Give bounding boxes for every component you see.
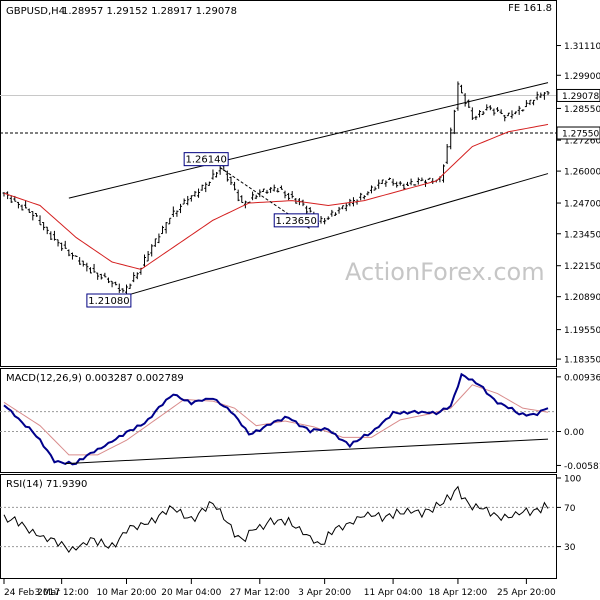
rsi-title: RSI(14) 71.9390 (6, 479, 87, 490)
time-tick-label: 20 Mar 04:00 (161, 588, 221, 598)
rsi-axis: 100 70 30 (556, 475, 581, 553)
price-label-text: 1.21080 (88, 296, 129, 307)
price-panel-frame (0, 0, 557, 367)
price-tick-label: 1.19550 (564, 326, 600, 336)
macd-axis: 0.009367 0.00 -0.005819 (556, 373, 600, 472)
time-tick-label: 27 Mar 12:00 (230, 588, 290, 598)
price-axis: 1.31110 1.29900 1.28550 1.27260 1.26000 1.247… (556, 42, 600, 366)
fe-label: FE 161.8 (508, 3, 552, 14)
macd-tick-label: 0.00 (564, 428, 584, 438)
current-price-box (556, 88, 600, 102)
time-tick-label: 25 Apr 20:00 (497, 588, 556, 598)
price-label-box (273, 213, 319, 228)
price-tick-label: 1.31110 (564, 42, 600, 52)
current-price-label: 1.29078 (562, 92, 599, 102)
rsi-tick-label: 30 (564, 543, 576, 553)
time-tick-label: 3 Apr 20:00 (298, 588, 351, 598)
macd-title: MACD(12,26,9) 0.003287 0.002789 (6, 373, 184, 384)
macd-content (0, 372, 556, 466)
rsi-tick-label: 100 (564, 475, 581, 485)
rsi-line (3, 485, 549, 554)
level-value-box (556, 126, 600, 140)
level-value-label: 1.27550 (562, 130, 599, 140)
price-tick-label: 1.23450 (564, 230, 600, 240)
price-label-text: 1.26140 (185, 155, 226, 166)
symbol-label: GBPUSD,H4 (6, 6, 65, 17)
watermark: ActionForex.com (345, 258, 545, 286)
price-tick-label: 1.18350 (564, 356, 600, 366)
rsi-content (0, 485, 556, 554)
price-tick-label: 1.20890 (564, 293, 600, 303)
channel-upper-line (68, 82, 549, 199)
rsi-tick-label: 70 (564, 504, 576, 514)
ohlc-label: 1.28957 1.29152 1.28917 1.29078 (62, 6, 237, 17)
price-panel: GBPUSD,H4 1.28957 1.29152 1.28917 1.2907… (0, 0, 600, 367)
price-label-text: 1.23650 (276, 216, 317, 227)
time-tick-label: 11 Apr 04:00 (364, 588, 423, 598)
price-label-box (86, 293, 132, 308)
macd-signal-line (3, 384, 549, 456)
price-tick-label: 1.26000 (564, 168, 600, 178)
macd-panel: MACD(12,26,9) 0.003287 0.002789 0.009367… (0, 368, 600, 473)
price-tick-label: 1.28550 (564, 105, 600, 115)
macd-line (3, 372, 549, 466)
price-tick-label: 1.29900 (564, 72, 600, 82)
macd-tick-label: 0.009367 (564, 373, 600, 383)
price-label-box (183, 152, 229, 167)
rsi-panel: RSI(14) 71.9390 100 70 30 (0, 474, 581, 579)
time-tick-label: 10 Mar 20:00 (96, 588, 156, 598)
price-content: 1.26140 1.23650 1.21080 (2, 81, 550, 308)
rsi-panel-frame (0, 474, 557, 579)
price-tick-label: 1.24700 (564, 200, 600, 210)
price-tick-label: 1.27260 (564, 137, 600, 147)
time-tick-label: 18 Apr 12:00 (429, 588, 488, 598)
channel-lower-line (122, 173, 549, 297)
moving-average-line (3, 123, 549, 270)
price-tick-label: 1.22150 (564, 262, 600, 272)
macd-trendline (65, 438, 549, 465)
price-grid (0, 94, 556, 134)
time-tick-label: 24 Feb 2017 (4, 588, 60, 598)
time-tick-label: 3 Mar 12:00 (34, 588, 89, 598)
macd-tick-label: -0.005819 (564, 462, 600, 472)
